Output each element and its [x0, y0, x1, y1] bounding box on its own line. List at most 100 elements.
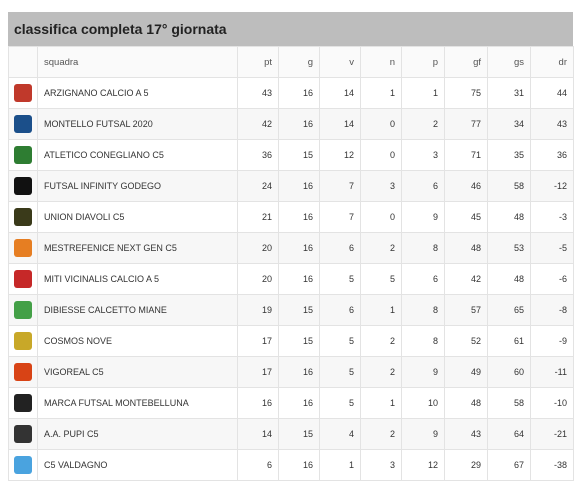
stat-g: 16: [278, 108, 320, 140]
team-name[interactable]: MARCA FUTSAL MONTEBELLUNA: [37, 387, 238, 419]
header-dr[interactable]: dr: [530, 46, 574, 78]
montello-crest-icon: [14, 115, 32, 133]
stat-pt: 21: [237, 201, 279, 233]
stat-gf: 77: [444, 108, 488, 140]
stat-g: 15: [278, 325, 320, 357]
table-row[interactable]: ARZIGNANO CALCIO A 5 43 16 14 1 1 75 31 44: [8, 77, 574, 109]
pupi-crest-icon: [14, 425, 32, 443]
stat-pt: 6: [237, 449, 279, 481]
team-logo-cell: [8, 294, 38, 326]
table-row[interactable]: MITI VICINALIS CALCIO A 5 20 16 5 5 6 42 48 -6: [8, 263, 574, 295]
stat-dr: 36: [530, 139, 574, 171]
stat-g: 16: [278, 201, 320, 233]
stat-v: 14: [319, 77, 361, 109]
stat-gf: 75: [444, 77, 488, 109]
stat-pt: 19: [237, 294, 279, 326]
team-name[interactable]: FUTSAL INFINITY GODEGO: [37, 170, 238, 202]
header-gf[interactable]: gf: [444, 46, 488, 78]
cosmos-nove-crest-icon: [14, 332, 32, 350]
team-logo-cell: [8, 449, 38, 481]
stat-p: 8: [401, 325, 445, 357]
team-name[interactable]: COSMOS NOVE: [37, 325, 238, 357]
team-name[interactable]: DIBIESSE CALCETTO MIANE: [37, 294, 238, 326]
infinity-godego-crest-icon: [14, 177, 32, 195]
stat-g: 15: [278, 294, 320, 326]
stat-p: 10: [401, 387, 445, 419]
stat-v: 5: [319, 263, 361, 295]
team-name[interactable]: MESTREFENICE NEXT GEN C5: [37, 232, 238, 264]
stat-gf: 43: [444, 418, 488, 450]
stat-p: 8: [401, 294, 445, 326]
team-name[interactable]: MONTELLO FUTSAL 2020: [37, 108, 238, 140]
stat-gs: 31: [487, 77, 531, 109]
table-row[interactable]: ATLETICO CONEGLIANO C5 36 15 12 0 3 71 35 36: [8, 139, 574, 171]
header-logo: [8, 46, 38, 78]
stat-g: 16: [278, 387, 320, 419]
team-name[interactable]: ARZIGNANO CALCIO A 5: [37, 77, 238, 109]
team-name[interactable]: UNION DIAVOLI C5: [37, 201, 238, 233]
stat-gf: 57: [444, 294, 488, 326]
stat-n: 2: [360, 418, 402, 450]
stat-n: 0: [360, 139, 402, 171]
stat-p: 8: [401, 232, 445, 264]
stat-dr: -38: [530, 449, 574, 481]
stat-v: 5: [319, 387, 361, 419]
table-row[interactable]: UNION DIAVOLI C5 21 16 7 0 9 45 48 -3: [8, 201, 574, 233]
stat-p: 2: [401, 108, 445, 140]
standings-widget: classifica completa 17° giornata squadra…: [8, 12, 574, 481]
stat-pt: 24: [237, 170, 279, 202]
header-g[interactable]: g: [278, 46, 320, 78]
stat-gf: 48: [444, 387, 488, 419]
stat-gf: 45: [444, 201, 488, 233]
table-row[interactable]: MONTELLO FUTSAL 2020 42 16 14 0 2 77 34 43: [8, 108, 574, 140]
stat-dr: -21: [530, 418, 574, 450]
team-name[interactable]: C5 VALDAGNO: [37, 449, 238, 481]
table-row[interactable]: FUTSAL INFINITY GODEGO 24 16 7 3 6 46 58 -12: [8, 170, 574, 202]
team-name[interactable]: ATLETICO CONEGLIANO C5: [37, 139, 238, 171]
stat-dr: -12: [530, 170, 574, 202]
header-pt[interactable]: pt: [237, 46, 279, 78]
table-row[interactable]: MARCA FUTSAL MONTEBELLUNA 16 16 5 1 10 48 58 -10: [8, 387, 574, 419]
stat-gs: 58: [487, 170, 531, 202]
stat-p: 3: [401, 139, 445, 171]
stat-g: 15: [278, 139, 320, 171]
stat-gs: 65: [487, 294, 531, 326]
stat-dr: -5: [530, 232, 574, 264]
table-row[interactable]: VIGOREAL C5 17 16 5 2 9 49 60 -11: [8, 356, 574, 388]
header-gs[interactable]: gs: [487, 46, 531, 78]
table-row[interactable]: A.A. PUPI C5 14 15 4 2 9 43 64 -21: [8, 418, 574, 450]
table-row[interactable]: DIBIESSE CALCETTO MIANE 19 15 6 1 8 57 65 -8: [8, 294, 574, 326]
standings-table: squadra pt g v n p gf gs dr ARZIGNANO CA…: [8, 46, 574, 481]
stat-gs: 58: [487, 387, 531, 419]
stat-v: 6: [319, 232, 361, 264]
team-logo-cell: [8, 325, 38, 357]
stat-gf: 71: [444, 139, 488, 171]
table-row[interactable]: MESTREFENICE NEXT GEN C5 20 16 6 2 8 48 53 -5: [8, 232, 574, 264]
table-row[interactable]: C5 VALDAGNO 6 16 1 3 12 29 67 -38: [8, 449, 574, 481]
team-name[interactable]: VIGOREAL C5: [37, 356, 238, 388]
team-logo-cell: [8, 232, 38, 264]
stat-gf: 49: [444, 356, 488, 388]
header-n[interactable]: n: [360, 46, 402, 78]
stat-n: 1: [360, 77, 402, 109]
stat-gf: 46: [444, 170, 488, 202]
team-name[interactable]: A.A. PUPI C5: [37, 418, 238, 450]
stat-pt: 16: [237, 387, 279, 419]
stat-n: 1: [360, 387, 402, 419]
stat-v: 14: [319, 108, 361, 140]
header-team[interactable]: squadra: [37, 46, 238, 78]
miti-vicinalis-crest-icon: [14, 270, 32, 288]
stat-v: 5: [319, 325, 361, 357]
header-v[interactable]: v: [319, 46, 361, 78]
stat-pt: 36: [237, 139, 279, 171]
stat-dr: 44: [530, 77, 574, 109]
team-name[interactable]: MITI VICINALIS CALCIO A 5: [37, 263, 238, 295]
stat-g: 16: [278, 356, 320, 388]
stat-dr: -3: [530, 201, 574, 233]
table-row[interactable]: COSMOS NOVE 17 15 5 2 8 52 61 -9: [8, 325, 574, 357]
team-logo-cell: [8, 387, 38, 419]
header-p[interactable]: p: [401, 46, 445, 78]
team-logo-cell: [8, 356, 38, 388]
stat-gf: 48: [444, 232, 488, 264]
stat-p: 12: [401, 449, 445, 481]
